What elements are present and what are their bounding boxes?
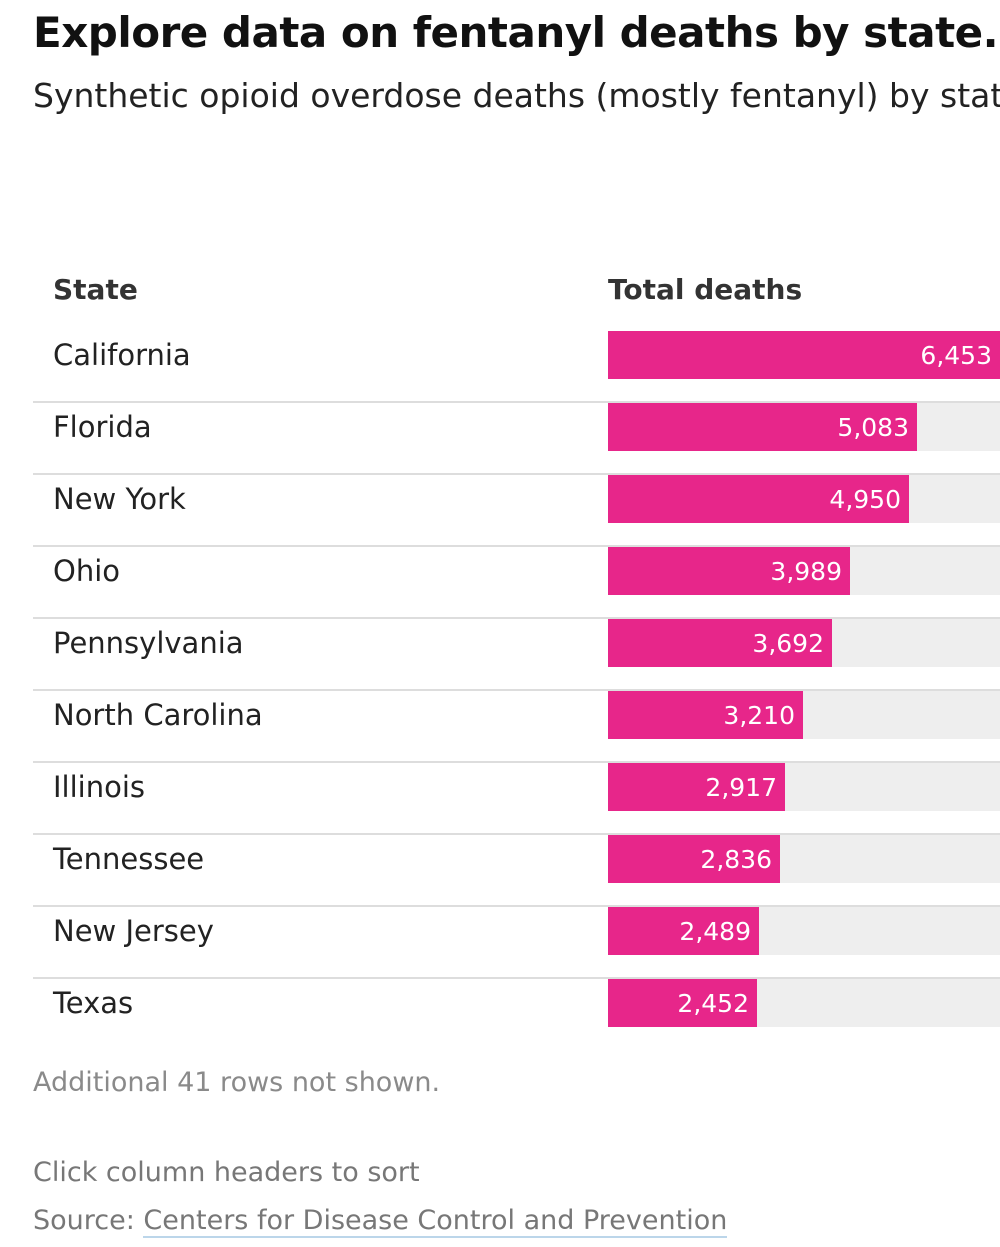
state-cell: Illinois [53,770,146,804]
table-row: North Carolina 3,210 [33,691,1000,763]
bar-fill: 2,452 [608,979,757,1027]
table-row: Illinois 2,917 [33,763,1000,835]
bar-fill: 2,489 [608,907,759,955]
source-prefix: Source: [33,1205,144,1236]
chart-title: Explore data on fentanyl deaths by state… [33,8,999,57]
column-header-total-deaths[interactable]: Total deaths [608,273,803,306]
bar-track: 3,692 [608,619,1000,667]
bar-fill: 2,836 [608,835,780,883]
state-cell: North Carolina [53,698,263,732]
state-cell: New Jersey [53,914,214,948]
table-row: Pennsylvania 3,692 [33,619,1000,691]
bar-fill: 6,453 [608,331,1000,379]
bar-value-label: 2,452 [677,989,749,1018]
source-link[interactable]: Centers for Disease Control and Preventi… [143,1205,728,1238]
bar-fill: 2,917 [608,763,785,811]
data-table: State Total deaths California 6,453 Florid… [33,255,1000,1049]
table-row: California 6,453 [33,331,1000,403]
bar-track: 2,917 [608,763,1000,811]
bar-track: 3,210 [608,691,1000,739]
state-cell: Texas [53,986,134,1020]
bar-value-label: 3,210 [723,701,795,730]
source-line: Source: Centers for Disease Control and … [33,1205,728,1238]
bar-track: 2,489 [608,907,1000,955]
bar-value-label: 2,489 [679,917,751,946]
bar-fill: 3,210 [608,691,803,739]
table-row: New Jersey 2,489 [33,907,1000,979]
bar-value-label: 5,083 [837,413,909,442]
state-cell: Ohio [53,554,121,588]
state-cell: Tennessee [53,842,205,876]
bar-track: 2,836 [608,835,1000,883]
state-cell: California [53,338,191,372]
rows-not-shown-note: Additional 41 rows not shown. [33,1067,441,1098]
bar-fill: 4,950 [608,475,909,523]
bar-fill: 3,692 [608,619,832,667]
table-row: Florida 5,083 [33,403,1000,475]
table-row: New York 4,950 [33,475,1000,547]
chart-subtitle: Synthetic opioid overdose deaths (mostly… [33,76,1000,115]
bar-track: 6,453 [608,331,1000,379]
table-body: California 6,453 Florida 5,083 New York 4,950… [33,331,1000,1049]
table-row: Texas 2,452 [33,979,1000,1049]
state-cell: New York [53,482,186,516]
bar-value-label: 6,453 [920,341,992,370]
bar-track: 2,452 [608,979,1000,1027]
bar-track: 4,950 [608,475,1000,523]
bar-track: 3,989 [608,547,1000,595]
bar-value-label: 2,836 [700,845,772,874]
bar-track: 5,083 [608,403,1000,451]
state-cell: Pennsylvania [53,626,244,660]
column-header-state[interactable]: State [53,273,138,306]
bar-fill: 3,989 [608,547,850,595]
sort-hint: Click column headers to sort [33,1157,420,1188]
bar-value-label: 4,950 [829,485,901,514]
bar-value-label: 3,989 [770,557,842,586]
bar-value-label: 3,692 [752,629,824,658]
table-row: Ohio 3,989 [33,547,1000,619]
table-row: Tennessee 2,836 [33,835,1000,907]
table-header: State Total deaths [33,255,1000,331]
bar-value-label: 2,917 [705,773,777,802]
state-cell: Florida [53,410,152,444]
bar-fill: 5,083 [608,403,917,451]
